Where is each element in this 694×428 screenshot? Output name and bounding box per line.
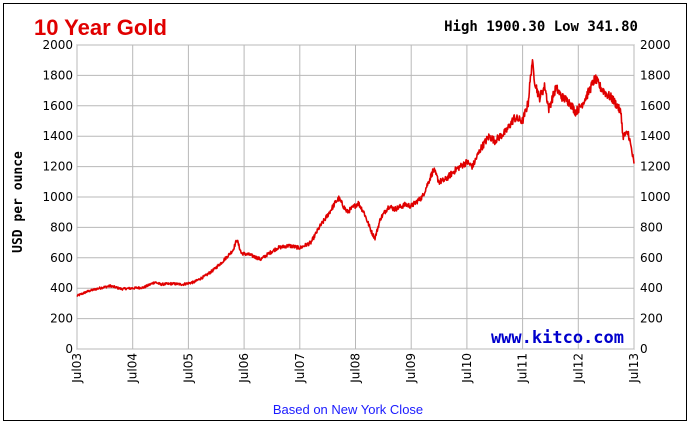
x-tick-label: Jul11 [516, 353, 530, 384]
y-tick-label-right: 1200 [640, 160, 671, 174]
y-tick-label-left: 0 [65, 342, 73, 356]
source-label: www.kitco.com [491, 328, 624, 348]
grid [76, 44, 635, 350]
y-tick-label-left: 1800 [42, 68, 73, 82]
y-tick-label-right: 2000 [640, 38, 671, 52]
y-tick-label-right: 800 [640, 220, 663, 234]
series-layer [76, 59, 635, 297]
x-tick-label: Jul12 [571, 353, 585, 384]
x-tick-label: Jul13 [627, 353, 641, 384]
y-tick-labels: 0 0 200 200 400 400 600 600 800 800 1000 1000 1200 12… [42, 38, 670, 356]
y-tick-label-right: 1400 [640, 129, 671, 143]
x-tick-label: Jul09 [404, 353, 418, 384]
y-tick-label-right: 200 [640, 312, 663, 326]
x-tick-label: Jul06 [237, 353, 251, 384]
y-tick-label-right: 600 [640, 251, 663, 265]
y-tick-label-right: 0 [640, 342, 648, 356]
chart-frame: 10 Year Gold High 1900.30 Low 341.80 0 0 2… [3, 3, 687, 421]
y-tick-label-left: 1200 [42, 160, 73, 174]
gold-price-line [76, 59, 635, 297]
x-tick-label: Jul03 [70, 353, 84, 384]
gold-chart: 10 Year Gold High 1900.30 Low 341.80 0 0 2… [11, 15, 671, 417]
x-tick-label: Jul04 [126, 353, 140, 384]
x-tick-labels: Jul03 Jul04 Jul05 Jul06 Jul07 Jul08 Jul09 Jul10… [70, 353, 641, 384]
y-tick-label-left: 2000 [42, 38, 73, 52]
y-tick-label-left: 1400 [42, 129, 73, 143]
y-tick-label-left: 600 [50, 251, 73, 265]
x-tick-label: Jul08 [349, 353, 363, 384]
footnote: Based on New York Close [273, 402, 423, 417]
x-tick-label: Jul05 [181, 353, 195, 384]
x-tick-label: Jul07 [293, 353, 307, 384]
chart-title: 10 Year Gold [34, 15, 167, 40]
y-tick-label-left: 800 [50, 220, 73, 234]
y-tick-label-left: 400 [50, 281, 73, 295]
y-axis-label: USD per ounce [11, 151, 26, 253]
y-tick-label-right: 1600 [640, 99, 671, 113]
y-tick-label-left: 200 [50, 312, 73, 326]
x-tick-label: Jul10 [460, 353, 474, 384]
y-tick-label-right: 1800 [640, 68, 671, 82]
y-tick-label-left: 1000 [42, 190, 73, 204]
high-low-label: High 1900.30 Low 341.80 [444, 19, 638, 35]
y-tick-label-right: 400 [640, 281, 663, 295]
y-tick-label-left: 1600 [42, 99, 73, 113]
y-tick-label-right: 1000 [640, 190, 671, 204]
